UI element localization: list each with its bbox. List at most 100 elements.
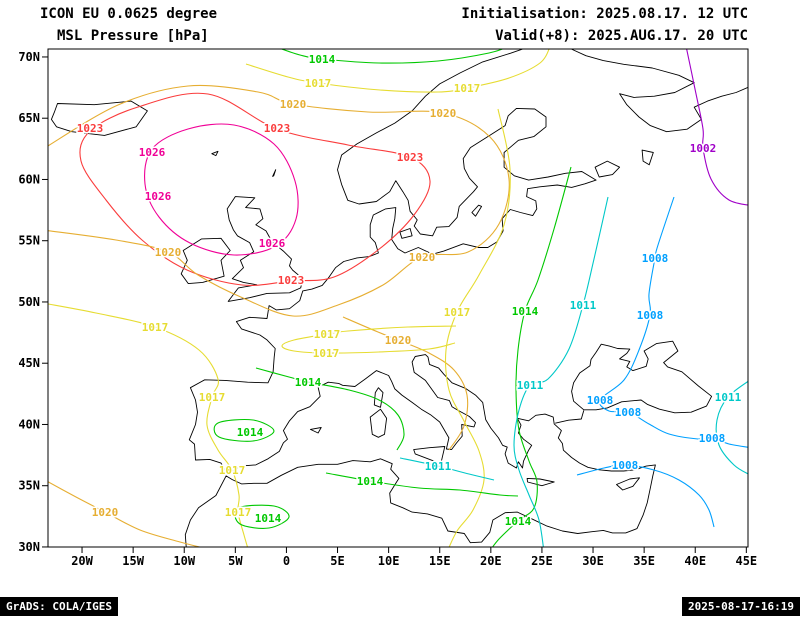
coastline xyxy=(413,446,446,465)
lon-tick-label: 20W xyxy=(71,554,93,568)
axis-labels: 70N 65N 60N 55N 50N 45N 40N 35N 30N 20W 15W 10W 5W 0 5… xyxy=(18,50,757,568)
coastline xyxy=(594,160,621,178)
lat-tick-label: 35N xyxy=(18,479,40,493)
contour-1020 xyxy=(48,84,510,317)
contour-1008 xyxy=(576,464,715,528)
map-frame xyxy=(42,48,749,553)
contour-1020 xyxy=(48,481,202,547)
lat-tick-label: 30N xyxy=(18,540,40,554)
lat-tick-label: 60N xyxy=(18,172,40,186)
contour-1014 xyxy=(491,166,572,547)
lon-tick-label: 15W xyxy=(122,554,144,568)
contour-1014 xyxy=(280,49,505,64)
lon-tick-label: 5E xyxy=(330,554,344,568)
lat-tick-label: 50N xyxy=(18,295,40,309)
coastline xyxy=(373,387,384,408)
coastline xyxy=(616,477,640,491)
contour-label: 1011 xyxy=(570,299,597,312)
contour-label: 1020 xyxy=(430,107,457,120)
coastline xyxy=(526,477,555,487)
contour-label: 1014 xyxy=(505,515,532,528)
coastline xyxy=(226,196,304,302)
contour-label: 1020 xyxy=(92,506,119,519)
contour-label: 1014 xyxy=(237,426,264,439)
contour-1026 xyxy=(144,123,299,256)
contour-1011 xyxy=(715,380,748,475)
grads-credit: GrADS: COLA/IGES xyxy=(0,597,118,616)
lon-tick-label: 20E xyxy=(480,554,502,568)
contour-label: 1026 xyxy=(259,237,286,250)
contour-label: 1008 xyxy=(699,432,726,445)
contour-label: 1020 xyxy=(280,98,307,111)
contour-1008 xyxy=(598,196,748,448)
coastline xyxy=(180,237,231,285)
lat-tick-label: 55N xyxy=(18,234,40,248)
contour-1014 xyxy=(234,504,290,529)
contour-label: 1023 xyxy=(77,122,104,135)
contour-1023 xyxy=(79,92,431,286)
contour-label: 1011 xyxy=(715,391,742,404)
contour-1014 xyxy=(213,418,275,442)
contour-label: 1020 xyxy=(385,334,412,347)
contour-1017 xyxy=(48,303,249,547)
pressure-contours xyxy=(48,49,748,547)
contour-1017 xyxy=(281,325,457,354)
contour-1017 xyxy=(444,108,511,547)
contour-label: 1026 xyxy=(139,146,166,159)
coastline xyxy=(399,228,413,239)
contour-label: 1017 xyxy=(225,506,252,519)
model-name: ICON EU 0.0625 degree xyxy=(40,6,218,22)
lon-tick-label: 10W xyxy=(173,554,195,568)
coastline xyxy=(555,410,585,424)
contour-label: 1023 xyxy=(264,122,291,135)
contour-1014 xyxy=(255,367,405,451)
coastline xyxy=(471,204,483,217)
contour-label: 1011 xyxy=(517,379,544,392)
contour-label: 1017 xyxy=(305,77,332,90)
contour-label: 1014 xyxy=(295,376,322,389)
contour-label: 1017 xyxy=(199,391,226,404)
contour-label: 1014 xyxy=(512,305,539,318)
lat-tick-label: 70N xyxy=(18,50,40,64)
contour-label: 1014 xyxy=(309,53,336,66)
lon-tick-label: 0 xyxy=(283,554,290,568)
contour-label: 1026 xyxy=(145,190,172,203)
contour-label: 1008 xyxy=(637,309,664,322)
contour-label: 1017 xyxy=(142,321,169,334)
coastlines xyxy=(50,49,748,547)
contour-label: 1023 xyxy=(278,274,305,287)
coastline xyxy=(272,169,277,177)
contour-1002 xyxy=(686,49,748,206)
render-timestamp: 2025-08-17-16:19 xyxy=(682,597,800,616)
valid-time: Valid(+8): 2025.AUG.17. 20 UTC xyxy=(495,28,748,44)
contour-label: 1014 xyxy=(255,512,282,525)
lon-tick-label: 35E xyxy=(633,554,655,568)
coastline xyxy=(641,149,654,166)
lon-tick-label: 40E xyxy=(684,554,706,568)
contour-label: 1020 xyxy=(409,251,436,264)
contour-1014 xyxy=(325,472,519,497)
contour-label: 1017 xyxy=(314,328,341,341)
contour-label: 1017 xyxy=(219,464,246,477)
lon-tick-label: 10E xyxy=(378,554,400,568)
contour-label: 1008 xyxy=(642,252,669,265)
contour-label: 1017 xyxy=(444,306,471,319)
contour-label: 1008 xyxy=(615,406,642,419)
coastline xyxy=(309,427,322,434)
contour-1011 xyxy=(399,457,495,481)
contour-label: 1020 xyxy=(155,246,182,259)
contour-label: 1017 xyxy=(454,82,481,95)
contour-label: 1008 xyxy=(587,394,614,407)
contour-1011 xyxy=(513,196,609,547)
coastline xyxy=(211,150,219,157)
contour-label: 1023 xyxy=(397,151,424,164)
lon-tick-label: 25E xyxy=(531,554,553,568)
contour-label: 1014 xyxy=(357,475,384,488)
lon-tick-label: 15E xyxy=(429,554,451,568)
coastline xyxy=(50,100,148,136)
contour-labels: 1014101710201023102310261026102610171020… xyxy=(75,52,743,530)
lon-tick-label: 45E xyxy=(735,554,757,568)
coastline xyxy=(571,340,713,414)
